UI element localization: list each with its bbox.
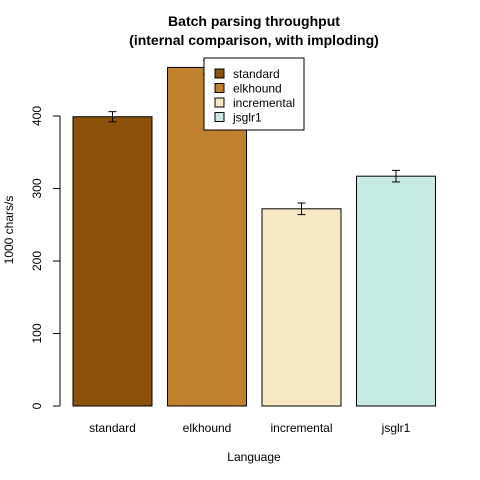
bar-standard xyxy=(72,116,153,407)
legend-swatch-elkhound xyxy=(214,83,225,93)
error-bar-standard xyxy=(108,111,117,123)
legend-entry-incremental: incremental xyxy=(214,96,295,110)
y-tick-label-100: 100 xyxy=(30,323,44,343)
y-tick-label-200: 200 xyxy=(30,251,44,271)
legend-label-incremental: incremental xyxy=(233,96,295,110)
x-axis-labels: standard elkhound incremental jsglr1 xyxy=(89,421,411,435)
y-axis: 0 100 200 300 400 xyxy=(30,106,61,409)
legend-entry-standard: standard xyxy=(214,67,280,81)
chart-title: Batch parsing throughput xyxy=(168,13,340,29)
y-tick-label-300: 300 xyxy=(30,178,44,198)
bar-jsglr1 xyxy=(356,175,436,407)
x-tick-label-elkhound: elkhound xyxy=(183,421,232,435)
error-bar-jsglr1 xyxy=(392,169,400,183)
legend-label-standard: standard xyxy=(233,67,280,81)
x-axis-title: Language xyxy=(227,450,281,464)
legend-swatch-jsglr1 xyxy=(214,112,225,122)
legend-label-elkhound: elkhound xyxy=(233,82,282,96)
legend-swatch-incremental xyxy=(214,97,225,108)
y-tick-label-400: 400 xyxy=(30,106,44,126)
y-tick-label-0: 0 xyxy=(30,402,44,409)
bar-incremental xyxy=(261,208,342,407)
y-axis-title: 1000 chars/s xyxy=(2,196,16,265)
legend-entry-jsglr1: jsglr1 xyxy=(214,111,262,125)
chart-subtitle: (internal comparison, with imploding) xyxy=(129,32,379,48)
legend-entry-elkhound: elkhound xyxy=(214,82,282,96)
legend-label-jsglr1: jsglr1 xyxy=(232,111,262,125)
x-tick-label-jsglr1: jsglr1 xyxy=(381,421,411,435)
x-tick-label-incremental: incremental xyxy=(270,421,332,435)
error-bar-incremental xyxy=(297,202,306,216)
x-tick-label-standard: standard xyxy=(89,421,136,435)
legend-swatch-standard xyxy=(214,68,225,79)
